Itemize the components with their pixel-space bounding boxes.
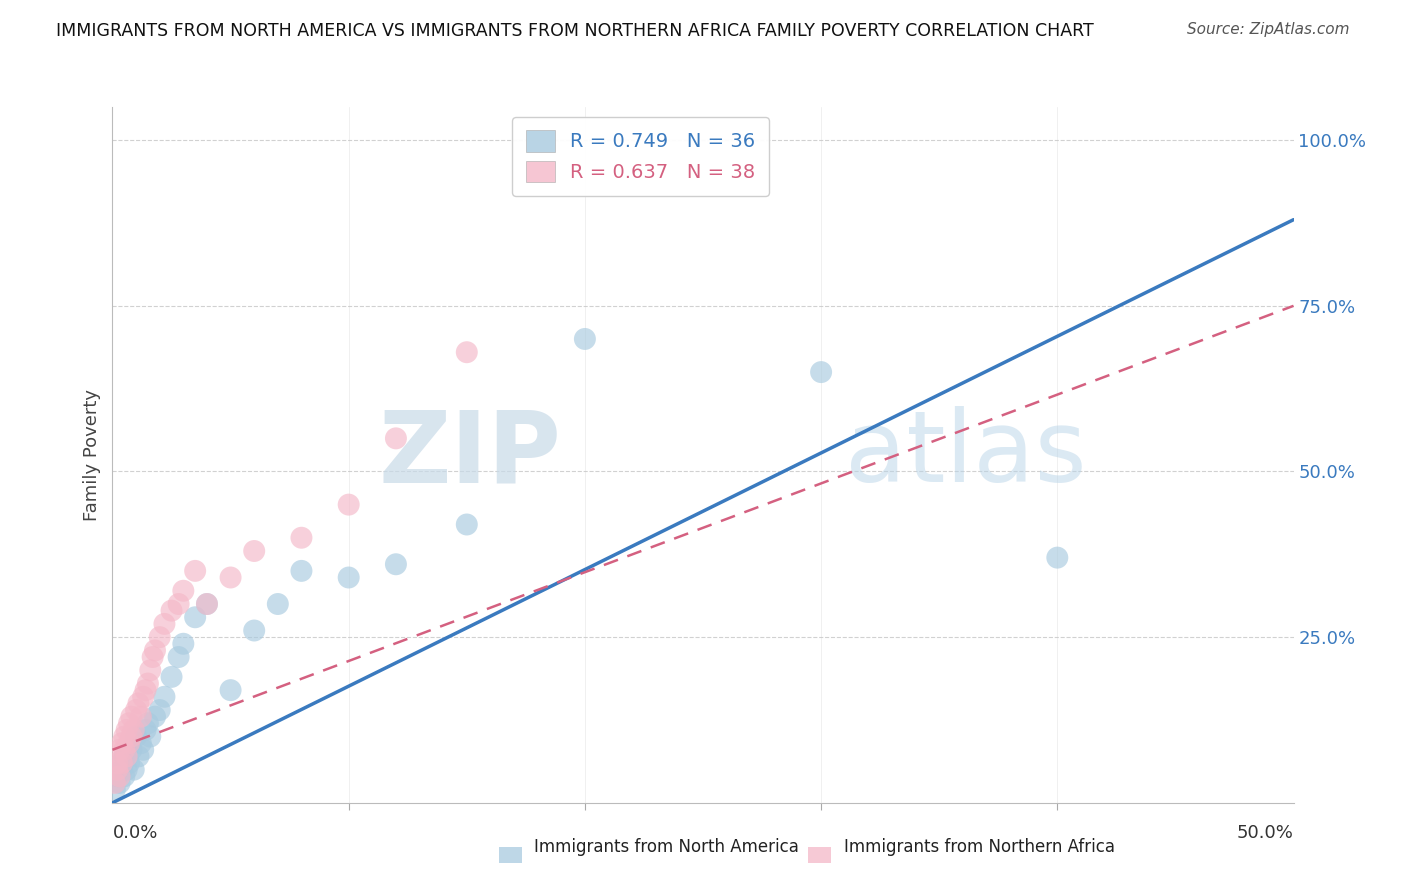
Text: 50.0%: 50.0%: [1237, 824, 1294, 842]
Point: [290, 531, 312, 545]
Point: [122, 763, 145, 777]
Point: [456, 517, 478, 532]
Point: [337, 498, 360, 512]
Point: [105, 769, 128, 783]
Point: [104, 782, 127, 797]
Point: [153, 690, 176, 704]
Point: [195, 597, 218, 611]
Text: IMMIGRANTS FROM NORTH AMERICA VS IMMIGRANTS FROM NORTHERN AFRICA FAMILY POVERTY : IMMIGRANTS FROM NORTH AMERICA VS IMMIGRA…: [56, 22, 1094, 40]
Point: [167, 650, 190, 665]
Point: [125, 730, 148, 744]
Point: [132, 690, 155, 704]
Point: [104, 776, 127, 790]
Point: [149, 630, 172, 644]
Point: [115, 763, 138, 777]
Point: [810, 365, 832, 379]
Point: [135, 723, 157, 737]
Point: [127, 749, 149, 764]
Point: [574, 332, 596, 346]
Point: [122, 723, 145, 737]
Point: [149, 703, 172, 717]
Point: [118, 716, 141, 731]
Point: [111, 756, 134, 770]
Point: [135, 683, 157, 698]
Point: [108, 743, 131, 757]
Point: [456, 345, 478, 359]
Point: [112, 730, 135, 744]
Point: [219, 683, 242, 698]
Point: [111, 763, 134, 777]
Y-axis label: Family Poverty: Family Poverty: [83, 389, 101, 521]
Point: [112, 743, 135, 757]
Point: [105, 763, 128, 777]
Point: [111, 736, 134, 750]
Text: Immigrants from Northern Africa: Immigrants from Northern Africa: [844, 838, 1115, 855]
Point: [120, 709, 142, 723]
Point: [385, 558, 408, 572]
Point: [118, 736, 141, 750]
Text: ZIP: ZIP: [378, 407, 561, 503]
Point: [115, 749, 138, 764]
Point: [118, 756, 141, 770]
Point: [143, 709, 166, 723]
Point: [167, 597, 190, 611]
Point: [143, 643, 166, 657]
Text: Immigrants from North America: Immigrants from North America: [534, 838, 799, 855]
Point: [1046, 550, 1069, 565]
Point: [139, 663, 162, 677]
Point: [129, 736, 152, 750]
Point: [267, 597, 290, 611]
Point: [172, 637, 194, 651]
Point: [112, 769, 135, 783]
Point: [120, 730, 142, 744]
Point: [132, 743, 155, 757]
Point: [105, 756, 128, 770]
Point: [337, 570, 360, 584]
Legend: R = 0.749   N = 36, R = 0.637   N = 38: R = 0.749 N = 36, R = 0.637 N = 38: [512, 117, 769, 196]
Point: [142, 650, 165, 665]
Point: [219, 570, 242, 584]
Point: [243, 624, 266, 638]
Text: 0.0%: 0.0%: [112, 824, 157, 842]
Point: [172, 583, 194, 598]
Point: [153, 616, 176, 631]
Point: [136, 676, 159, 690]
Point: [290, 564, 312, 578]
Point: [125, 703, 148, 717]
Point: [385, 431, 408, 445]
Point: [115, 723, 138, 737]
Point: [108, 776, 131, 790]
Point: [111, 756, 134, 770]
Point: [160, 670, 183, 684]
Point: [184, 564, 207, 578]
Point: [108, 769, 131, 783]
Point: [243, 544, 266, 558]
Point: [160, 604, 183, 618]
Point: [120, 743, 142, 757]
Point: [127, 697, 149, 711]
Point: [112, 749, 135, 764]
Point: [139, 730, 162, 744]
Text: atlas: atlas: [845, 407, 1087, 503]
Point: [195, 597, 218, 611]
Point: [136, 716, 159, 731]
Point: [184, 610, 207, 624]
Point: [129, 709, 152, 723]
Text: Source: ZipAtlas.com: Source: ZipAtlas.com: [1187, 22, 1350, 37]
